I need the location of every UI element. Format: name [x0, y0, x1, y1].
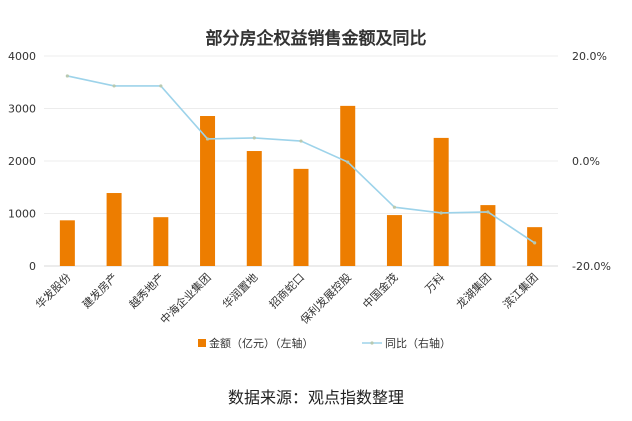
line-point	[112, 84, 116, 88]
legend-bar-label: 金额（亿元）（左轴）	[209, 336, 314, 350]
bar	[293, 168, 309, 266]
line-point	[252, 136, 256, 140]
line-point	[533, 241, 537, 245]
category-label: 建发房产	[79, 270, 120, 311]
bar	[340, 105, 356, 266]
legend-line-marker	[370, 341, 374, 345]
source-note: 数据来源：观点指数整理	[227, 388, 404, 407]
chart-svg: 0 1000 2000 3000 4000 -20.0% 0.0% 20.0% 华发股份 建发房产…	[8, 50, 611, 350]
line-point	[299, 139, 303, 143]
line-point	[392, 205, 397, 209]
right-tick-label: 20.0%	[572, 50, 607, 63]
category-label: 越秀地产	[126, 270, 167, 311]
category-label: 华发股份	[32, 270, 73, 311]
line-point	[159, 84, 163, 88]
left-tick-label: 2000	[8, 155, 36, 168]
bar	[106, 193, 122, 266]
category-label: 中国金茂	[360, 270, 401, 311]
category-label: 华润置地	[219, 270, 260, 311]
category-label: 保利发展控股	[297, 270, 354, 327]
category-label: 招商蛇口	[266, 270, 307, 311]
line-point	[65, 74, 69, 78]
bar	[433, 137, 449, 266]
bar	[200, 116, 216, 266]
chart-title: 部分房企权益销售金额及同比	[205, 29, 427, 49]
line-point	[439, 211, 443, 215]
category-label: 龙湖集团	[453, 270, 494, 311]
line-point	[486, 210, 490, 214]
left-tick-label: 3000	[8, 103, 36, 116]
line-point	[205, 137, 210, 141]
bar	[527, 227, 543, 266]
line-point	[346, 160, 350, 164]
right-tick-label: 0.0%	[572, 155, 600, 168]
left-tick-label: 0	[29, 260, 36, 273]
left-tick-label: 1000	[8, 208, 36, 221]
bar	[480, 205, 496, 266]
category-label: 万科	[422, 270, 447, 295]
left-tick-label: 4000	[8, 50, 36, 63]
legend-bar-swatch	[198, 339, 206, 347]
legend-line-label: 同比（右轴）	[385, 336, 451, 350]
bar	[246, 151, 262, 266]
bar	[153, 217, 169, 266]
category-label: 滨江集团	[500, 270, 541, 311]
right-tick-label: -20.0%	[572, 260, 611, 273]
bar	[386, 215, 402, 266]
category-label: 中海企业集团	[157, 270, 214, 327]
bar	[59, 220, 75, 266]
